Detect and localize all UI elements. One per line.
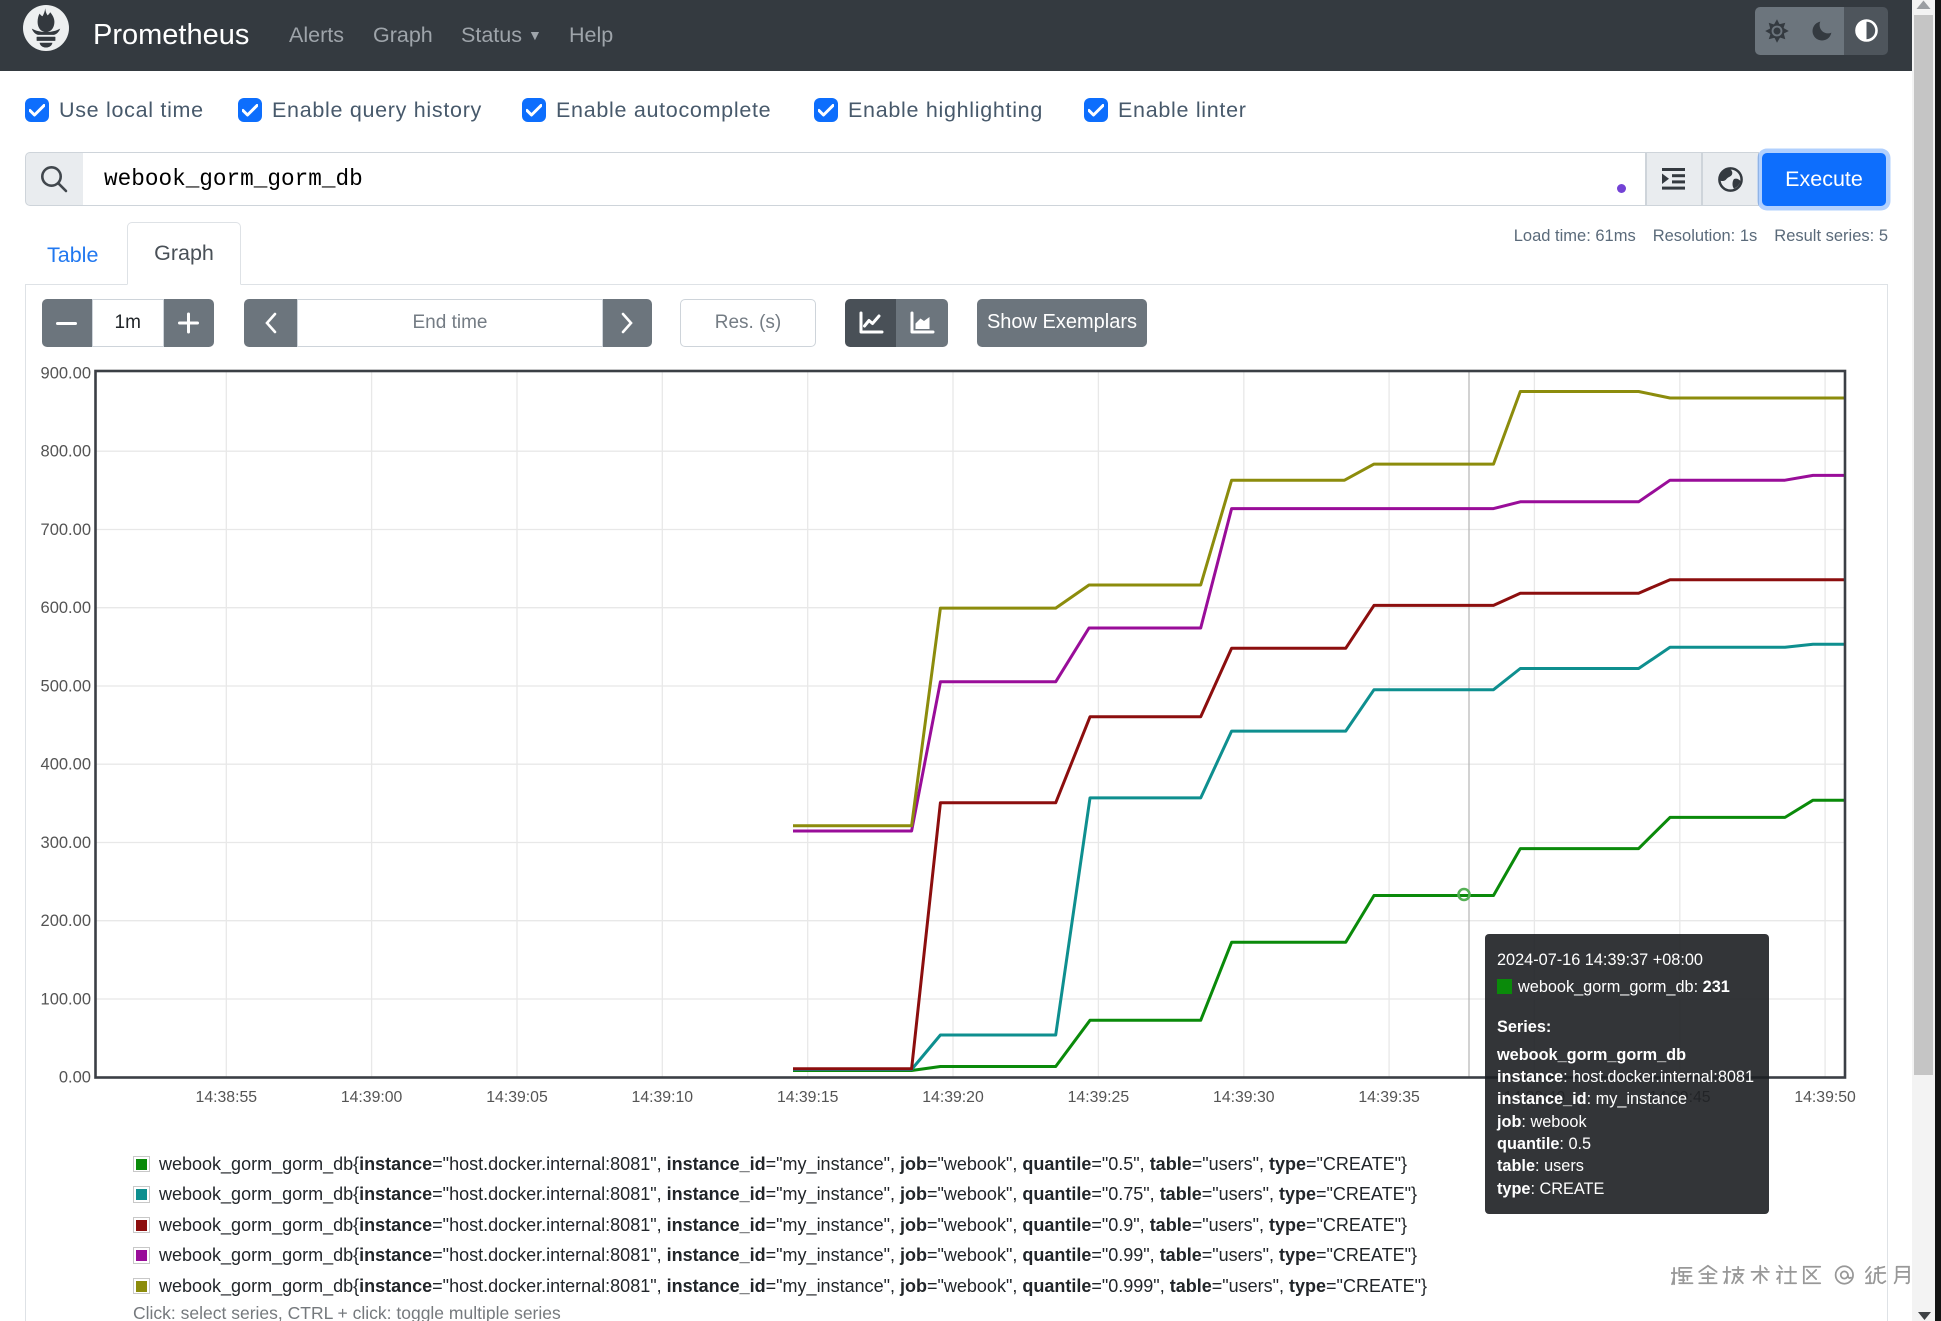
svg-text:500.00: 500.00 xyxy=(41,678,91,696)
svg-text:14:39:20: 14:39:20 xyxy=(922,1089,984,1106)
svg-text:900.00: 900.00 xyxy=(41,365,91,383)
svg-text:14:39:05: 14:39:05 xyxy=(486,1089,548,1106)
svg-text:400.00: 400.00 xyxy=(41,756,91,774)
svg-text:14:38:55: 14:38:55 xyxy=(196,1089,258,1106)
svg-text:800.00: 800.00 xyxy=(41,443,91,461)
svg-text:14:39:10: 14:39:10 xyxy=(632,1089,694,1106)
svg-text:0.00: 0.00 xyxy=(59,1069,91,1087)
svg-text:700.00: 700.00 xyxy=(41,521,91,539)
svg-text:600.00: 600.00 xyxy=(41,599,91,617)
svg-text:100.00: 100.00 xyxy=(41,991,91,1009)
svg-text:14:39:00: 14:39:00 xyxy=(341,1089,403,1106)
svg-text:14:39:50: 14:39:50 xyxy=(1794,1089,1856,1106)
svg-text:14:39:30: 14:39:30 xyxy=(1213,1089,1275,1106)
svg-text:300.00: 300.00 xyxy=(41,834,91,852)
svg-text:14:39:25: 14:39:25 xyxy=(1068,1089,1130,1106)
svg-text:14:39:35: 14:39:35 xyxy=(1358,1089,1420,1106)
svg-text:14:39:15: 14:39:15 xyxy=(777,1089,839,1106)
svg-text:200.00: 200.00 xyxy=(41,912,91,930)
